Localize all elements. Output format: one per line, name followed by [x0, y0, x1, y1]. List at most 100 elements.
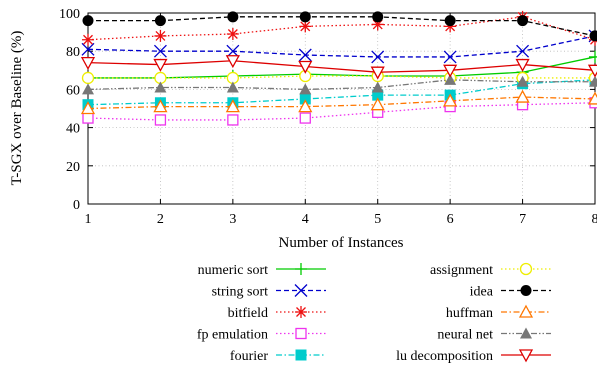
legend-item-fp-emulation: fp emulation — [197, 328, 326, 343]
legend-item-bitfield: bitfield — [228, 306, 326, 321]
data-point — [371, 81, 384, 93]
data-point — [82, 83, 94, 95]
series-line-fp-emulation — [87, 102, 596, 121]
series-neural-net — [82, 73, 597, 95]
y-tick-label: 60 — [66, 83, 80, 98]
data-point — [227, 11, 239, 23]
legend-item-huffman: huffman — [446, 304, 551, 321]
data-point — [444, 20, 457, 33]
x-tick-label: 4 — [302, 212, 309, 227]
x-tick-label: 8 — [592, 212, 597, 227]
data-point — [81, 42, 95, 56]
legend-marker — [295, 349, 307, 361]
data-point — [227, 114, 239, 126]
series-idea — [82, 11, 597, 42]
x-tick-label: 1 — [85, 212, 92, 227]
data-point — [372, 11, 384, 23]
series-line-bitfield — [87, 16, 596, 41]
legend-marker — [520, 285, 532, 296]
y-axis: 0 20 40 60 80 100 — [59, 7, 595, 213]
data-point — [298, 60, 313, 74]
legend-marker — [294, 284, 308, 297]
data-point — [81, 71, 95, 85]
data-point — [587, 91, 597, 105]
x-tick-label: 2 — [157, 212, 164, 227]
y-axis-label: T-SGX over Baseline (%) — [9, 31, 25, 186]
data-point — [515, 58, 530, 72]
x-tick-label: 7 — [519, 212, 526, 227]
legend-item-neural-net: neural net — [437, 327, 551, 343]
data-point — [298, 99, 313, 113]
data-point — [299, 20, 312, 33]
data-point — [299, 112, 311, 124]
legend-marker — [295, 263, 307, 275]
x-axis-label: Number of Instances — [279, 235, 404, 251]
legend-item-string-sort: string sort — [212, 284, 326, 300]
data-point — [154, 114, 167, 126]
data-point — [443, 93, 458, 107]
data-point — [80, 57, 96, 71]
legend: numeric sort string sort bitfield fp emulat… — [197, 262, 551, 364]
data-point — [154, 81, 167, 93]
data-point — [154, 15, 166, 27]
legend-item-lu-decomposition: lu decomposition — [396, 349, 551, 364]
data-point — [226, 81, 239, 93]
data-point — [444, 15, 456, 27]
series-lu-decomposition — [80, 55, 597, 80]
legend-label: assignment — [430, 263, 493, 278]
legend-marker — [520, 327, 532, 339]
data-point — [370, 66, 385, 80]
data-point — [371, 50, 385, 64]
series-line-neural-net — [87, 79, 595, 91]
data-point — [370, 97, 385, 111]
series-line-fourier — [87, 79, 596, 106]
data-point — [153, 44, 167, 58]
series-line-lu-decomposition — [87, 60, 596, 73]
legend-item-assignment: assignment — [430, 262, 551, 278]
data-point — [225, 99, 240, 113]
legend-marker — [519, 262, 533, 276]
data-point — [225, 55, 240, 69]
data-point — [298, 48, 312, 62]
legend-item-numeric-sort: numeric sort — [198, 263, 326, 278]
legend-label: neural net — [437, 328, 493, 343]
legend-label: fourier — [230, 349, 268, 364]
series-huffman — [80, 89, 597, 115]
data-point — [444, 73, 457, 85]
legend-marker — [518, 304, 534, 318]
data-point — [372, 89, 384, 101]
legend-marker — [295, 327, 307, 340]
data-point — [153, 99, 168, 113]
series-line-assignment — [88, 75, 595, 79]
data-point — [299, 93, 311, 105]
legend-label: huffman — [446, 306, 493, 321]
legend-item-idea: idea — [470, 285, 551, 300]
data-point — [443, 50, 457, 64]
y-tick-label: 0 — [73, 198, 80, 213]
y-tick-label: 80 — [66, 45, 80, 60]
data-point — [82, 15, 94, 27]
data-point — [299, 11, 311, 23]
data-point — [587, 64, 597, 78]
y-tick-label: 20 — [66, 160, 80, 175]
data-point — [589, 75, 597, 87]
data-point — [299, 83, 312, 95]
legend-label: idea — [470, 285, 494, 300]
series-string-sort — [81, 29, 597, 64]
series-line-idea — [88, 16, 596, 37]
series-line-string-sort — [87, 35, 596, 58]
data-point — [589, 30, 597, 42]
legend-marker — [295, 306, 307, 318]
x-tick-label: 3 — [229, 212, 236, 227]
legend-label: string sort — [212, 285, 269, 300]
series-line-huffman — [87, 96, 596, 110]
legend-item-fourier: fourier — [230, 349, 326, 364]
data-point — [516, 44, 530, 58]
data-point — [80, 101, 96, 115]
data-point — [517, 15, 529, 27]
legend-label: numeric sort — [198, 263, 268, 278]
y-tick-label: 40 — [66, 122, 80, 137]
legend-label: fp emulation — [197, 328, 268, 343]
series-layer — [80, 10, 597, 126]
